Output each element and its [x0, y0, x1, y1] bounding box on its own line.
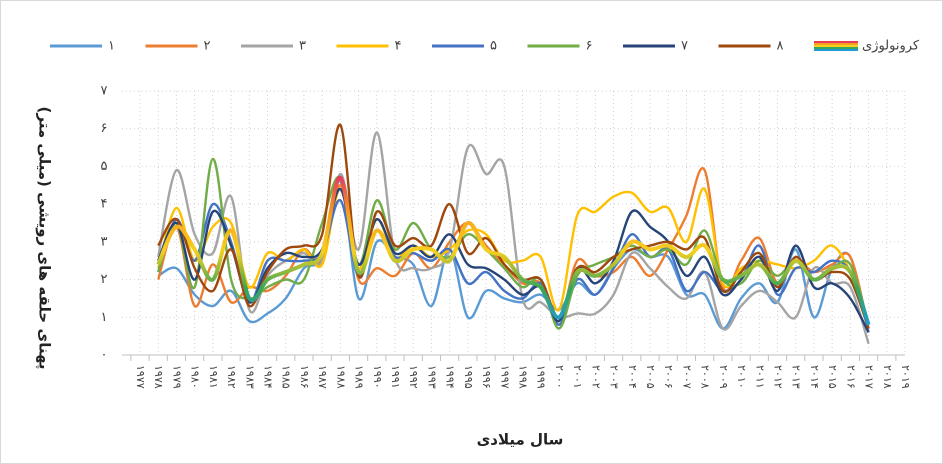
x-tick-label: ۲۰۱۲ [772, 365, 785, 389]
series-line [157, 157, 870, 330]
x-tick-label: ۲۰۰۶ [662, 365, 675, 389]
legend-label: ۵ [490, 39, 497, 54]
x-tick-label: ۲۰۱۶ [844, 365, 857, 389]
y-tick-label: ۰ [101, 348, 108, 363]
y-tick-label: ۱ [101, 310, 108, 325]
legend-label: کرونولوژی [862, 39, 920, 54]
legend-label: ۸ [777, 39, 784, 54]
x-tick-label: ۱۹۹۶ [480, 365, 493, 389]
x-tick-label: ۲۰۱۱ [753, 365, 766, 389]
legend-label: ۶ [586, 39, 593, 54]
legend-label: ۲ [204, 39, 211, 54]
x-tick-label: ۱۹۸۱ [207, 365, 220, 389]
x-tick-label: ۲۰۱۸ [881, 365, 894, 389]
y-tick-label: ۳ [101, 234, 108, 249]
legend-label: ۳ [299, 39, 306, 54]
x-tick-label: ۲۰۰۲ [589, 365, 602, 389]
x-tick-label: ۱۹۷۸ [152, 365, 165, 389]
x-tick-label: ۱۹۸۷ [316, 365, 329, 389]
x-tick-label: ۱۹۹۵ [462, 365, 475, 389]
x-tick-label: ۱۹۹۱ [389, 365, 402, 389]
series-line [157, 131, 870, 345]
x-tick-label: ۲۰۰۷ [680, 365, 693, 389]
legend-label: ۷ [681, 39, 688, 54]
series-line [157, 180, 870, 333]
x-axis-title: سال میلادی [477, 431, 564, 449]
x-tick-label: ۱۹۹۹ [535, 365, 548, 389]
x-tick-label: ۲۰۰۵ [644, 365, 657, 389]
x-tick-label: ۱۹۸۴ [262, 365, 275, 389]
y-tick-label: ۴ [101, 197, 108, 212]
x-tick-label: ۲۰۱۴ [808, 365, 821, 389]
y-tick-label: ۶ [101, 121, 108, 136]
x-tick-label: ۲۰۰۹ [717, 365, 730, 389]
x-tick-label: ۱۹۹۰ [371, 365, 384, 389]
x-tick-label: ۲۰۰۱ [571, 365, 584, 389]
x-tick-label: ۲۰۰۴ [626, 365, 639, 389]
x-tick-label: ۱۹۹۷ [498, 365, 511, 389]
y-tick-label: ۲ [101, 272, 108, 287]
x-tick-label: ۱۹۸۸ [334, 365, 347, 389]
x-tick-label: ۱۹۸۰ [189, 365, 202, 389]
x-tick-label: ۱۹۹۳ [425, 365, 438, 389]
x-tick-label: ۱۹۹۲ [407, 365, 420, 389]
x-tick-label: ۱۹۷۹ [170, 365, 183, 389]
x-tick-label: ۱۹۷۷ [134, 365, 147, 389]
x-tick-label: ۱۹۸۹ [353, 365, 366, 389]
x-tick-label: ۲۰۰۸ [699, 365, 712, 389]
x-tick-label: ۲۰۰۳ [608, 365, 621, 389]
legend-swatch [814, 41, 858, 51]
series-line [156, 175, 871, 326]
y-tick-label: ۷ [101, 84, 108, 99]
x-tick-label: ۱۹۸۵ [280, 365, 293, 389]
series-line [157, 123, 870, 330]
x-tick-label: ۲۰۱۹ [899, 365, 912, 389]
x-tick-label: ۲۰۰۰ [553, 365, 566, 389]
y-tick-label: ۵ [101, 159, 108, 174]
x-tick-label: ۱۹۸۲ [225, 365, 238, 389]
x-tick-label: ۲۰۱۷ [863, 365, 876, 389]
x-tick-label: ۱۹۹۸ [517, 365, 530, 389]
x-tick-label: ۱۹۸۳ [243, 365, 256, 389]
legend-label: ۴ [395, 39, 402, 54]
x-tick-label: ۱۹۸۶ [298, 365, 311, 389]
legend-label: ۱ [108, 39, 115, 54]
x-tick-label: ۱۹۹۴ [444, 365, 457, 389]
x-tick-label: ۲۰۱۳ [790, 365, 803, 389]
y-axis-title: پهنای حلقه های رویشی (میلی متر) [35, 107, 54, 370]
x-tick-label: ۲۰۱۰ [735, 365, 748, 389]
x-tick-label: ۲۰۱۵ [826, 365, 839, 389]
